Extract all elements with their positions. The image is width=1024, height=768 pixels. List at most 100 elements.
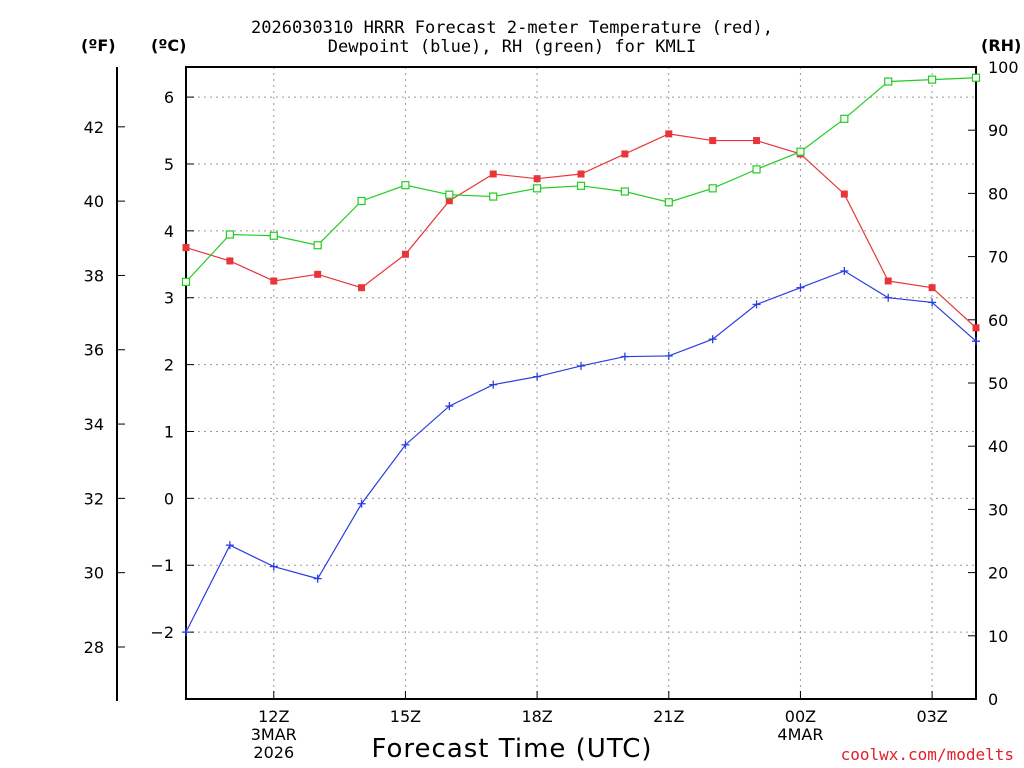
data-point bbox=[181, 277, 191, 286]
rh-tick-label: 30 bbox=[988, 500, 1008, 519]
fahrenheit-tick-label: 38 bbox=[84, 266, 104, 285]
source-credit[interactable]: coolwx.com/modelts bbox=[840, 745, 1014, 764]
data-point bbox=[269, 231, 278, 240]
data-point bbox=[884, 293, 893, 302]
data-point bbox=[928, 284, 936, 292]
rh-tick-label: 10 bbox=[988, 627, 1008, 646]
plot-frame bbox=[185, 66, 977, 700]
rh-tick-label: 50 bbox=[988, 374, 1008, 393]
data-point bbox=[620, 352, 629, 361]
data-point bbox=[401, 440, 410, 449]
series-line bbox=[185, 77, 977, 283]
data-point bbox=[620, 187, 629, 196]
data-point bbox=[445, 197, 453, 205]
data-point bbox=[884, 277, 892, 285]
x-tick-label: 00Z bbox=[785, 707, 816, 726]
grid-lines bbox=[186, 67, 976, 699]
rh-tick-label: 70 bbox=[988, 248, 1008, 267]
data-point bbox=[313, 241, 322, 250]
celsius-tick-label: 4 bbox=[164, 222, 174, 241]
celsius-tick-label: 3 bbox=[164, 289, 174, 308]
data-point bbox=[840, 114, 849, 123]
x-tick-label: 15Z bbox=[390, 707, 421, 726]
fahrenheit-axis-unit: (ºF) bbox=[81, 36, 116, 55]
data-point bbox=[314, 270, 322, 278]
data-point bbox=[533, 372, 542, 381]
x-tick-label: 18Z bbox=[521, 707, 552, 726]
rh-tick-label: 0 bbox=[988, 690, 998, 709]
data-point bbox=[182, 244, 190, 252]
celsius-tick-label: 1 bbox=[164, 422, 174, 441]
data-point bbox=[753, 137, 761, 145]
celsius-axis-unit: (ºC) bbox=[151, 36, 187, 55]
data-point bbox=[182, 628, 190, 637]
data-point bbox=[709, 137, 717, 145]
data-point bbox=[533, 184, 542, 193]
x-tick-label: 4MAR bbox=[777, 725, 823, 744]
x-tick-label: 03Z bbox=[916, 707, 947, 726]
data-point bbox=[884, 77, 893, 86]
chart-title-line-1: 2026030310 HRRR Forecast 2-meter Tempera… bbox=[251, 18, 773, 38]
celsius-tick-label: −2 bbox=[150, 623, 174, 642]
data-point bbox=[796, 283, 805, 292]
rh-tick-label: 60 bbox=[988, 311, 1008, 330]
data-point bbox=[840, 266, 849, 275]
x-tick-label: 3MAR bbox=[251, 725, 297, 744]
data-point bbox=[577, 170, 585, 178]
data-point bbox=[401, 181, 410, 190]
x-tick-label: 21Z bbox=[653, 707, 684, 726]
fahrenheit-tick-label: 36 bbox=[84, 341, 104, 360]
data-point bbox=[665, 130, 673, 138]
series-line bbox=[185, 270, 977, 633]
data-point bbox=[972, 337, 980, 346]
chart-axes bbox=[116, 66, 977, 701]
data-point bbox=[752, 165, 761, 174]
data-point bbox=[225, 541, 234, 550]
celsius-tick-label: 5 bbox=[164, 155, 174, 174]
data-point bbox=[270, 277, 278, 285]
celsius-tick-label: 6 bbox=[164, 88, 174, 107]
data-point bbox=[489, 192, 498, 201]
data-point bbox=[796, 147, 805, 156]
data-point bbox=[445, 402, 454, 411]
data-point bbox=[577, 361, 585, 370]
data-point bbox=[313, 574, 322, 583]
series-line bbox=[185, 133, 977, 329]
fahrenheit-tick-label: 40 bbox=[84, 192, 104, 211]
fahrenheit-tick-label: 42 bbox=[84, 118, 104, 137]
data-point bbox=[971, 73, 981, 82]
data-point bbox=[621, 150, 629, 158]
data-point bbox=[576, 181, 586, 190]
data-point bbox=[752, 300, 761, 309]
rh-tick-label: 20 bbox=[988, 564, 1008, 583]
fahrenheit-tick-label: 32 bbox=[84, 489, 104, 508]
chart-title-line-2: Dewpoint (blue), RH (green) for KMLI bbox=[327, 37, 697, 57]
data-point bbox=[358, 284, 366, 292]
data-point bbox=[928, 298, 937, 307]
data-point bbox=[489, 380, 498, 389]
data-point bbox=[708, 184, 717, 193]
data-series bbox=[181, 73, 981, 637]
fahrenheit-tick-label: 34 bbox=[84, 415, 104, 434]
rh-tick-label: 80 bbox=[988, 184, 1008, 203]
data-point bbox=[664, 198, 673, 207]
data-point bbox=[357, 196, 366, 206]
series-temperature bbox=[182, 130, 980, 332]
rh-tick-label: 100 bbox=[988, 58, 1019, 77]
series-dewpoint bbox=[182, 266, 980, 637]
celsius-tick-label: −1 bbox=[150, 556, 174, 575]
data-point bbox=[533, 175, 541, 183]
series-rh bbox=[181, 73, 981, 286]
fahrenheit-tick-label: 30 bbox=[84, 564, 104, 583]
x-axis-label: Forecast Time (UTC) bbox=[371, 734, 653, 764]
celsius-tick-label: 0 bbox=[164, 489, 174, 508]
x-tick-label: 12Z bbox=[258, 707, 289, 726]
fahrenheit-tick-label: 28 bbox=[84, 638, 104, 657]
celsius-tick-label: 2 bbox=[164, 356, 174, 375]
data-point bbox=[928, 75, 937, 84]
rh-axis-unit: (RH) bbox=[981, 36, 1022, 55]
data-point bbox=[664, 351, 673, 360]
rh-tick-label: 40 bbox=[988, 437, 1008, 456]
data-point bbox=[357, 499, 366, 508]
